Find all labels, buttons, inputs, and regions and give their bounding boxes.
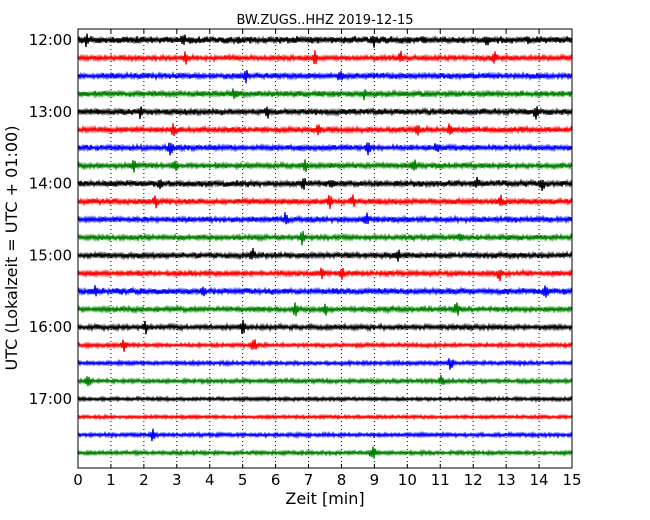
y-tick-label: 15:00 [29, 246, 72, 264]
x-axis-ticks: 0 1 2 3 4 5 6 7 8 9 10 11 12 13 14 15 [73, 29, 582, 489]
seismic-trace [77, 106, 573, 120]
seismic-trace [77, 319, 573, 335]
seismic-trace [77, 395, 573, 403]
x-tick-label: 15 [562, 471, 581, 489]
seismic-trace [77, 194, 573, 210]
x-tick-label: 0 [73, 471, 83, 489]
y-tick-label: 13:00 [29, 103, 72, 121]
seismic-trace [77, 212, 573, 225]
seismic-trace [77, 428, 573, 442]
x-tick-label: 6 [271, 471, 281, 489]
seismic-trace [77, 267, 573, 282]
y-axis-label: UTC (Lokalzeit = UTC + 01:00) [2, 126, 21, 371]
x-tick-label: 9 [370, 471, 380, 489]
seismic-trace [77, 69, 573, 84]
seismic-trace [77, 33, 573, 48]
y-tick-label: 14:00 [29, 175, 72, 193]
seismic-trace [77, 339, 573, 352]
y-tick-label: 16:00 [29, 318, 72, 336]
seismic-trace [77, 230, 573, 246]
trace-group [77, 33, 573, 459]
x-tick-label: 4 [205, 471, 215, 489]
x-tick-label: 3 [172, 471, 182, 489]
seismic-trace [77, 176, 573, 192]
x-tick-label: 5 [238, 471, 248, 489]
x-tick-label: 8 [337, 471, 347, 489]
seismic-trace [77, 285, 573, 298]
seismic-trace [77, 374, 573, 387]
y-tick-label: 17:00 [29, 390, 72, 408]
seismic-trace [77, 50, 573, 65]
seismic-trace [77, 302, 573, 317]
chart-title: BW.ZUGS..HHZ 2019-12-15 [236, 13, 413, 28]
seismic-trace [77, 159, 573, 173]
x-axis-label: Zeit [min] [285, 489, 364, 508]
seismic-trace [77, 247, 573, 262]
seismic-trace [77, 413, 573, 421]
x-tick-label: 2 [139, 471, 149, 489]
seismic-trace [77, 446, 573, 459]
seismic-trace [77, 358, 573, 370]
y-axis-ticks: 12:00 13:00 14:00 15:00 16:00 17:00 [29, 31, 572, 408]
y-tick-label: 12:00 [29, 31, 72, 49]
x-tick-label: 7 [304, 471, 314, 489]
seismic-trace [77, 123, 573, 136]
x-tick-label: 13 [497, 471, 516, 489]
x-tick-label: 14 [530, 471, 549, 489]
x-tick-label: 10 [398, 471, 417, 489]
seismic-trace [77, 142, 573, 156]
x-tick-label: 1 [106, 471, 116, 489]
x-tick-label: 11 [431, 471, 450, 489]
seismic-trace [77, 88, 573, 101]
plot-area-frame [77, 28, 573, 469]
x-tick-label: 12 [464, 471, 483, 489]
